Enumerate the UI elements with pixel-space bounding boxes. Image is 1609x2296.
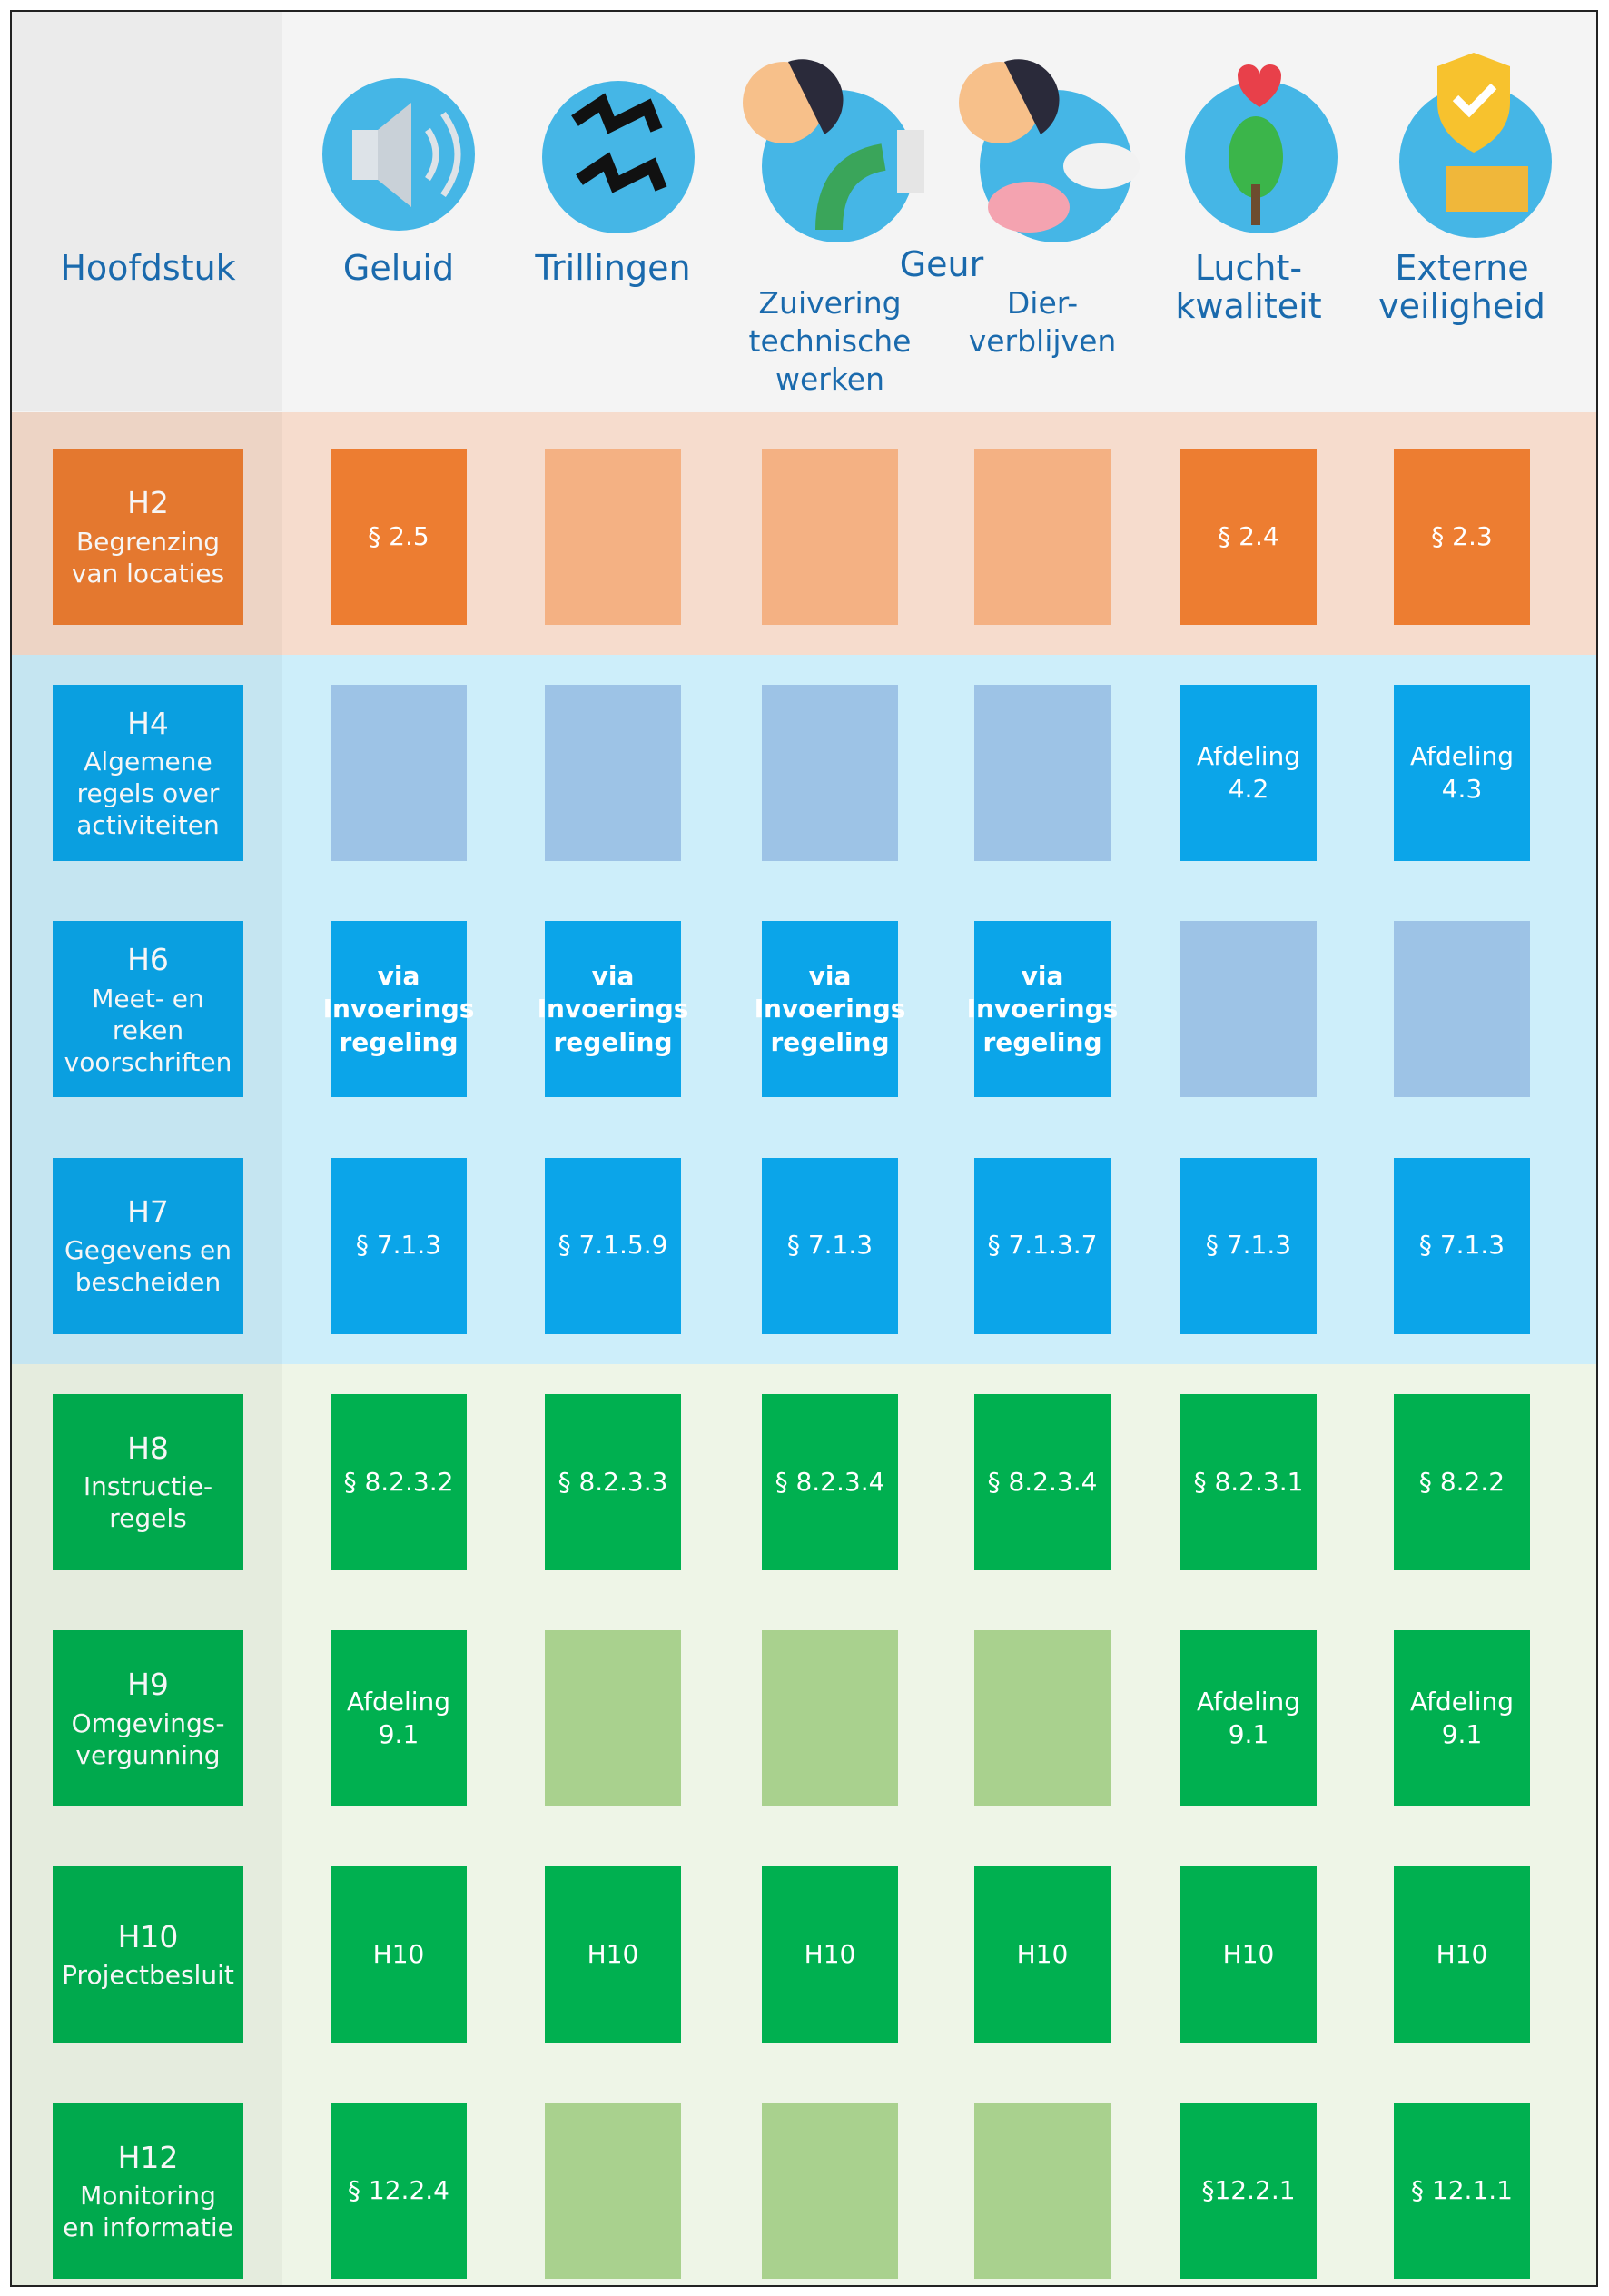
row-label: H7 Gegevens en bescheiden [53, 1157, 243, 1334]
header-icons [12, 12, 1552, 411]
cell: § 2.5 [331, 449, 467, 625]
cell: H10 [1394, 1866, 1530, 2044]
row-code: H4 [127, 706, 169, 742]
row-label: H9 Omgevings- vergunning [53, 1630, 243, 1806]
cell: Afdeling 4.2 [1180, 685, 1317, 862]
row-code: H6 [127, 942, 169, 978]
row-code: H9 [127, 1667, 169, 1703]
column-header: Trillingen [535, 248, 691, 288]
column-header: Zuivering technische werken [748, 285, 912, 397]
row-code: H8 [127, 1430, 169, 1467]
row-title: Begrenzing van locaties [71, 526, 225, 589]
cell: § 8.2.2 [1394, 1393, 1530, 1570]
cell: via Invoerings regeling [538, 921, 688, 1098]
empty-cell [762, 449, 898, 625]
column-header: Externe veiligheid [1378, 248, 1545, 326]
cell: § 12.1.1 [1394, 2103, 1530, 2280]
cell: H10 [545, 1866, 681, 2044]
empty-cell [545, 1630, 681, 1806]
cell: § 8.2.3.4 [974, 1393, 1111, 1570]
icon-air-quality [1185, 64, 1338, 233]
row-title: Meet- en reken voorschriften [64, 983, 232, 1077]
row-label: H10 Projectbesluit [53, 1866, 243, 2044]
cell: § 8.2.3.3 [545, 1393, 681, 1570]
row-title: Algemene regels over activiteiten [76, 747, 220, 841]
empty-cell [545, 2103, 681, 2280]
cell: Afdeling 9.1 [1180, 1630, 1317, 1806]
cell: via Invoerings regeling [967, 921, 1118, 1098]
row-title: Omgevings- vergunning [71, 1707, 225, 1770]
icon-odour-industry [743, 59, 924, 242]
row-title: Monitoring en informatie [63, 2181, 233, 2243]
cell: Afdeling 4.3 [1394, 685, 1530, 862]
column-header: Lucht- kwaliteit [1175, 248, 1322, 326]
row-label: H4 Algemene regels over activiteiten [53, 685, 243, 862]
left-header-shade [12, 12, 282, 411]
empty-cell [974, 2103, 1111, 2280]
cell: § 2.3 [1394, 449, 1530, 625]
empty-cell [1180, 921, 1317, 1098]
icon-external-safety [1399, 53, 1552, 238]
row-title: Projectbesluit [62, 1960, 234, 1991]
empty-cell [762, 685, 898, 862]
cell: § 7.1.3 [1394, 1157, 1530, 1334]
empty-cell [545, 449, 681, 625]
column-header: Geluid [342, 248, 455, 288]
empty-cell [331, 685, 467, 862]
empty-cell [974, 685, 1111, 862]
row-title: Instructie- regels [83, 1471, 213, 1534]
cell: § 7.1.3 [762, 1157, 898, 1334]
cell: H10 [1180, 1866, 1317, 2044]
row-label: H2 Begrenzing van locaties [53, 449, 243, 625]
icon-odour-animals [959, 59, 1140, 242]
left-column-shade [12, 412, 282, 2285]
group-header: Geur [899, 244, 984, 284]
cell: Afdeling 9.1 [1394, 1630, 1530, 1806]
cell: § 7.1.3.7 [974, 1157, 1111, 1334]
empty-cell [762, 1630, 898, 1806]
cell: Afdeling 9.1 [331, 1630, 467, 1806]
row-code: H2 [127, 485, 169, 521]
row-label: H6 Meet- en reken voorschriften [53, 921, 243, 1098]
empty-cell [545, 685, 681, 862]
icon-sound [322, 78, 475, 231]
empty-cell [974, 449, 1111, 625]
row-title: Gegevens en bescheiden [64, 1235, 232, 1298]
cell: via Invoerings regeling [755, 921, 905, 1098]
empty-cell [974, 1630, 1111, 1806]
cell: H10 [974, 1866, 1111, 2044]
cell: § 8.2.3.2 [331, 1393, 467, 1570]
cell: § 7.1.3 [1180, 1157, 1317, 1334]
row-label: H8 Instructie- regels [53, 1393, 243, 1570]
cell: § 2.4 [1180, 449, 1317, 625]
row-label: H12 Monitoring en informatie [53, 2103, 243, 2280]
row-code: H10 [117, 1919, 179, 1955]
cell: § 7.1.5.9 [545, 1157, 681, 1334]
table-frame: Hoofdstuk Geur H2 Begrenzing van locaties… [10, 10, 1598, 2287]
cell: via Invoerings regeling [323, 921, 474, 1098]
row-code: H7 [127, 1193, 169, 1230]
cell: §12.2.1 [1180, 2103, 1317, 2280]
cell: H10 [762, 1866, 898, 2044]
cell: § 8.2.3.4 [762, 1393, 898, 1570]
cell: § 7.1.3 [331, 1157, 467, 1334]
chapter-header: Hoofdstuk [60, 248, 236, 288]
empty-cell [1394, 921, 1530, 1098]
cell: § 8.2.3.1 [1180, 1393, 1317, 1570]
row-code: H12 [117, 2139, 179, 2175]
icon-vibration [542, 81, 695, 233]
empty-cell [762, 2103, 898, 2280]
column-header: Dier- verblijven [968, 285, 1117, 359]
cell: H10 [331, 1866, 467, 2044]
cell: § 12.2.4 [331, 2103, 467, 2280]
